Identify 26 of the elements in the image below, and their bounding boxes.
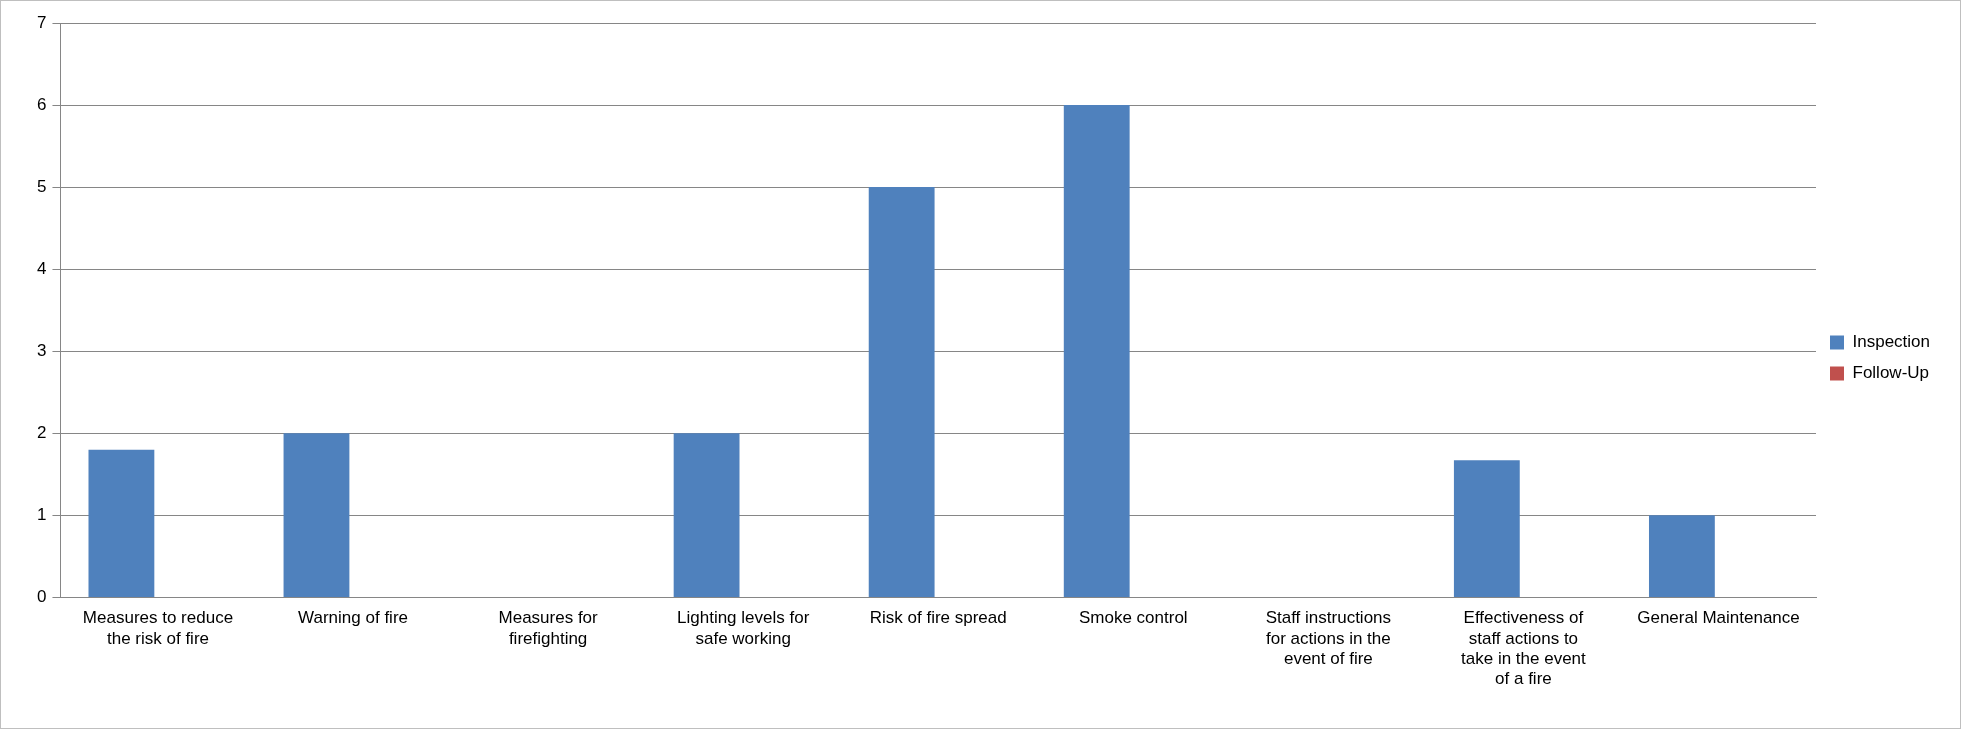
legend-label: Inspection — [1852, 332, 1930, 352]
x-tick-label: Warning of fire — [298, 608, 409, 628]
y-tick-label: 2 — [36, 422, 47, 442]
bar — [283, 433, 350, 597]
bar — [868, 187, 935, 597]
y-tick-label: 0 — [36, 587, 47, 607]
x-tick-label: General Maintenance — [1637, 608, 1800, 628]
x-tick-label: Lighting levels for safe working — [677, 608, 810, 648]
y-tick-label: 1 — [36, 505, 47, 525]
y-tick-label: 4 — [36, 258, 47, 278]
y-tick-label: 5 — [36, 176, 47, 196]
legend-label: Follow-Up — [1852, 363, 1930, 383]
bar — [1063, 105, 1130, 597]
x-tick-label: Staff instructions for actions in the event of fire — [1265, 608, 1392, 669]
bar — [1648, 515, 1715, 597]
bar — [1453, 460, 1520, 597]
x-tick-label: Measures for firefighting — [498, 608, 599, 648]
bar — [673, 433, 740, 597]
x-tick-label: Risk of fire spread — [869, 608, 1007, 628]
x-tick-label: Measures to reduce the risk of fire — [82, 608, 234, 648]
y-tick-label: 7 — [36, 12, 47, 32]
x-tick-label: Smoke control — [1078, 608, 1188, 628]
bar — [88, 449, 155, 597]
y-tick-label: 6 — [36, 94, 47, 114]
y-tick-label: 3 — [36, 340, 47, 360]
x-tick-label: Effectiveness of staff actions to take in the event of a fire — [1461, 608, 1587, 689]
